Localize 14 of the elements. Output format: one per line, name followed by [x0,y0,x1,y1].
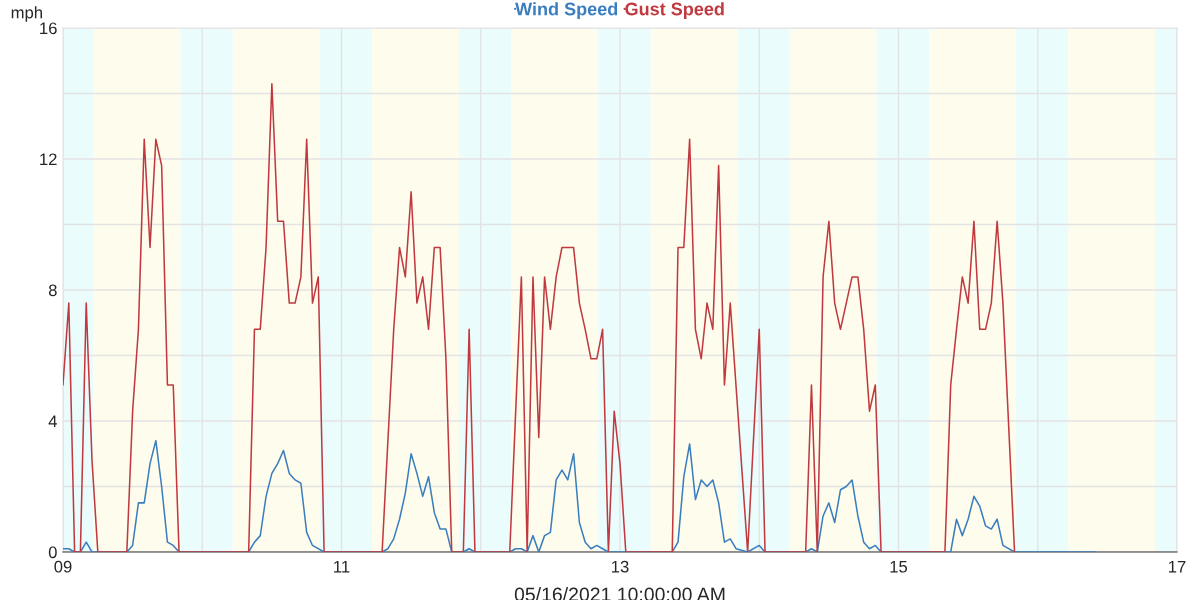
x-tick-label: 11 [334,560,350,573]
x-tick-label: 09 [54,560,72,573]
x-tick-label: 15 [890,560,908,573]
y-tick-label: 8 [48,284,57,297]
y-tick-label: 0 [48,546,57,559]
y-tick-label: 16 [40,22,57,35]
x-tick-label: 13 [612,560,629,573]
line-series [63,82,1016,552]
legend-label: Gust Speed [625,2,724,19]
y-tick-label: 4 [48,415,57,428]
legend-label: Wind Speed [515,2,618,19]
y-axis-title: mph [11,6,42,22]
x-tick-label: 17 [1169,560,1186,573]
y-tick-label: 12 [40,153,57,166]
